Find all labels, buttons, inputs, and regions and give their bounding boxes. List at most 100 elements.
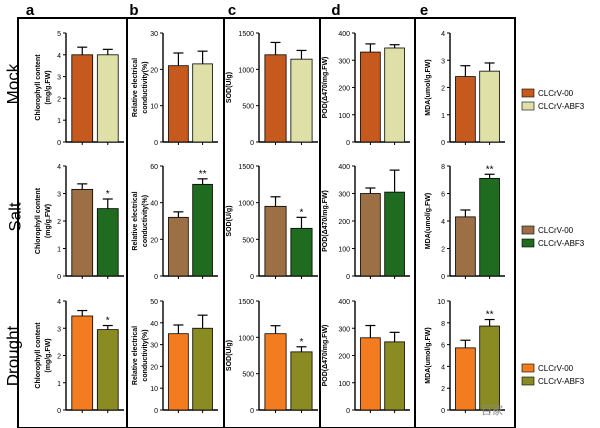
bar	[71, 188, 94, 277]
legend-swatch	[521, 101, 535, 111]
y-tick-label: 4	[57, 299, 61, 306]
bar	[71, 315, 94, 411]
y-axis-label: Chlorophyll content (mg/g.FW)	[35, 54, 52, 121]
panel-frames	[17, 17, 516, 428]
y-axis-label: POD(Δ470/mg.FW)	[322, 325, 329, 387]
y-axis-label: SOD(U/g)	[226, 72, 233, 103]
legend-swatch	[521, 88, 535, 98]
significance-mark: *	[300, 337, 304, 348]
y-tick-label: 0	[346, 140, 350, 147]
y-tick-label: 30	[150, 31, 158, 38]
y-tick-label: 1	[57, 118, 61, 125]
bar	[455, 347, 476, 411]
bar	[96, 208, 119, 277]
bar	[192, 63, 213, 143]
bar	[192, 327, 213, 411]
bar	[455, 216, 476, 277]
y-tick-label: 0	[154, 140, 158, 147]
bar	[384, 191, 405, 277]
y-axis-label-line: MDA(umol/g.FW)	[425, 59, 432, 115]
bar	[479, 325, 500, 411]
legend-drought: CLCrV-00 CLCrV-ABF3	[521, 363, 585, 386]
y-tick-label: 0	[346, 408, 350, 415]
significance-mark: **	[486, 164, 494, 175]
y-tick-label: 0	[57, 140, 61, 147]
y-axis-label-line: Chlorophyll content	[35, 187, 42, 254]
y-axis-label: MDA(umol/g.FW)	[425, 327, 432, 383]
y-axis-label-line: POD(Δ470/mg.FW)	[322, 190, 329, 252]
chart-e-mock: 0 1 2 3 4 MDA(umol/g.FW)	[425, 31, 505, 147]
y-tick-label: 2	[57, 96, 61, 103]
chart-a-mock: 0 1 2 3 4 5 Chlorophyll content (mg/g.FW)	[35, 31, 124, 147]
y-tick-label: 2	[441, 386, 445, 393]
y-axis-label-line: SOD(U/g)	[226, 205, 233, 236]
y-tick-label: 30	[150, 343, 158, 350]
y-tick-label: 10	[150, 104, 158, 111]
chart-b-drought: 0 10 20 30 40 50 Relative electrical conductivi…	[132, 299, 218, 415]
legend-label: CLCrV-ABF3	[538, 239, 585, 248]
significance-mark: **	[199, 169, 207, 180]
y-tick-label: 20	[150, 237, 158, 244]
y-tick-label: 0	[346, 274, 350, 281]
legend-label: CLCrV-00	[538, 226, 574, 235]
chart-d-salt: 0 100 200 300 400 POD(Δ470/mg.FW)	[322, 164, 410, 281]
y-tick-label: 6	[441, 343, 445, 350]
y-tick-label: 3	[57, 75, 61, 82]
y-tick-label: 8	[441, 164, 445, 171]
panel-letters: a b c d e	[26, 2, 428, 19]
outer-frame	[17, 17, 516, 428]
bar	[264, 205, 287, 277]
y-tick-label: 1000	[238, 67, 254, 74]
y-axis-label: MDA(umol/g.FW)	[425, 193, 432, 249]
y-axis-label-line: POD(Δ470/mg.FW)	[322, 57, 329, 119]
bar	[192, 183, 213, 277]
y-axis-label-line: MDA(umol/g.FW)	[425, 193, 432, 249]
y-tick-label: 100	[338, 113, 350, 120]
y-axis-label-line: SOD(U/g)	[226, 340, 233, 371]
chart-a-salt: 0 1 2 3 4 Chlorophyll content (mg/g.FW) *	[35, 164, 124, 281]
bar	[264, 54, 287, 143]
y-axis-label-line: POD(Δ470/mg.FW)	[322, 325, 329, 387]
significance-mark: *	[106, 189, 110, 200]
chart-c-drought: 0 500 1000 1500 SOD(U/g) *	[226, 299, 318, 415]
bar	[168, 333, 189, 411]
y-tick-label: 0	[250, 408, 254, 415]
bar	[384, 47, 405, 143]
y-tick-label: 400	[338, 31, 350, 38]
legend-swatch	[521, 238, 535, 248]
chart-d-drought: 0 100 200 300 400 POD(Δ470/mg.FW)	[322, 299, 410, 415]
y-tick-label: 4	[441, 219, 445, 226]
y-axis-label-line: Chlorophyll content	[35, 54, 42, 121]
y-tick-label: 400	[338, 299, 350, 306]
y-tick-label: 1000	[238, 335, 254, 342]
y-tick-label: 2	[441, 247, 445, 254]
y-tick-label: 20	[150, 364, 158, 371]
y-axis-label: SOD(U/g)	[226, 340, 233, 371]
y-tick-label: 0	[57, 408, 61, 415]
legend-label: CLCrV-00	[538, 364, 574, 373]
y-tick-label: 4	[57, 164, 61, 171]
y-tick-label: 500	[242, 372, 254, 379]
y-tick-label: 1500	[238, 164, 254, 171]
y-tick-label: 200	[338, 354, 350, 361]
y-tick-label: 1	[57, 247, 61, 254]
panel-letter-a: a	[26, 2, 35, 19]
y-axis-label: POD(Δ470/mg.FW)	[322, 57, 329, 119]
bar	[360, 51, 381, 143]
bar	[168, 216, 189, 277]
y-tick-label: 5	[57, 31, 61, 38]
chart-b-mock: 0 10 20 30 Relative electrical conductivity(%…	[132, 31, 218, 147]
y-axis-label-line: conductivity(%)	[142, 329, 149, 381]
y-tick-label: 1	[441, 113, 445, 120]
y-tick-label: 200	[338, 219, 350, 226]
row-label-mock: Mock	[3, 63, 22, 104]
y-axis-label-line: (mg/g.FW)	[45, 338, 52, 372]
y-tick-label: 10	[150, 386, 158, 393]
chart-a-drought: 0 1 2 3 4 Chlorophyll content (mg/g.FW) *	[35, 299, 124, 415]
bar	[290, 351, 313, 411]
y-tick-label: 300	[338, 58, 350, 65]
legend-salt: CLCrV-00 CLCrV-ABF3	[521, 225, 585, 248]
chart-b-salt: 0 20 40 60 Relative electrical conductivity(%…	[132, 164, 218, 281]
legends: CLCrV-00CLCrV-ABF3CLCrV-00CLCrV-ABF3CLCr…	[521, 88, 585, 386]
y-tick-label: 0	[57, 274, 61, 281]
